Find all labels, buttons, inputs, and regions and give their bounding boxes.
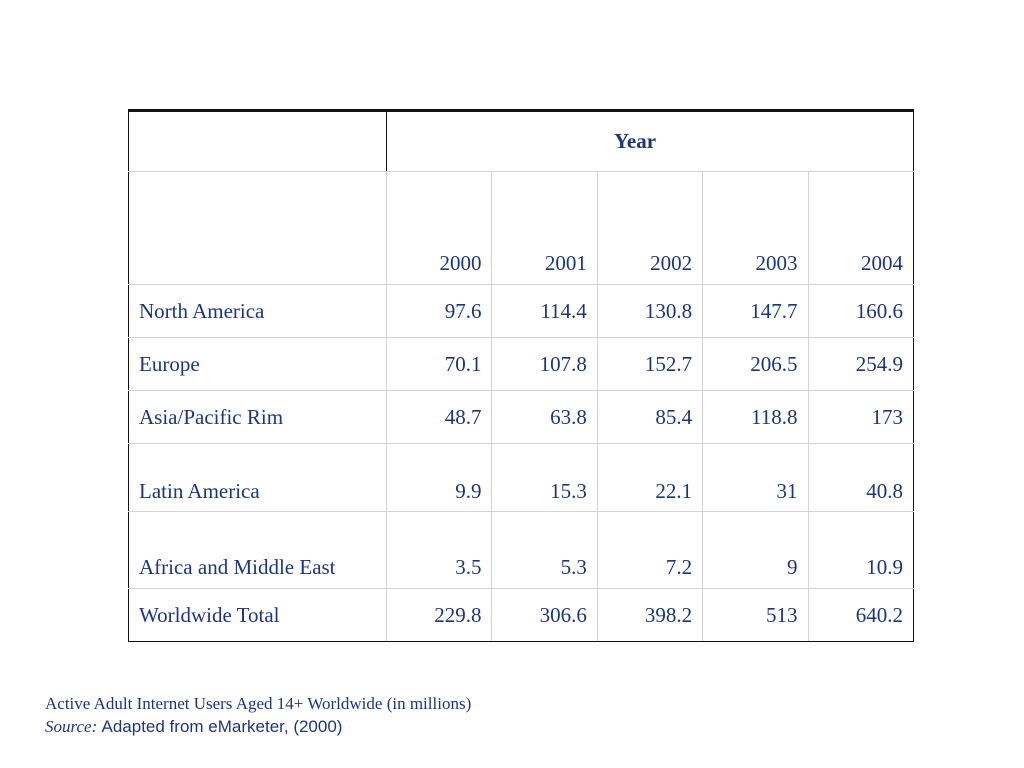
table-cell: 206.5 — [702, 337, 809, 391]
table-cell: 63.8 — [491, 390, 598, 444]
table-cell: 118.8 — [702, 390, 809, 444]
caption-source-line: Source: Adapted from eMarketer, (2000) — [45, 715, 471, 738]
table-cell: 9.9 — [386, 443, 493, 512]
table-row: Asia/Pacific Rim 48.7 63.8 85.4 118.8 17… — [127, 390, 915, 444]
row-label: Latin America — [127, 443, 388, 512]
header-row-columns: 2000 2001 2002 2003 2004 — [127, 171, 915, 285]
table-cell: 5.3 — [491, 511, 598, 589]
data-table-container: Year 2000 2001 2002 2003 2004 North Amer… — [127, 109, 915, 642]
table-row: Africa and Middle East 3.5 5.3 7.2 9 10.… — [127, 511, 915, 589]
table-row: Europe 70.1 107.8 152.7 206.5 254.9 — [127, 337, 915, 391]
column-header-2002: 2002 — [596, 171, 704, 285]
row-label: Europe — [127, 337, 388, 391]
header-corner-cell — [127, 109, 388, 172]
column-header-2004: 2004 — [807, 171, 915, 285]
source-label: Source: — [45, 717, 98, 736]
row-label: Asia/Pacific Rim — [127, 390, 388, 444]
table-cell: 160.6 — [807, 284, 915, 338]
internet-users-table: Year 2000 2001 2002 2003 2004 North Amer… — [127, 109, 915, 642]
column-header-2003: 2003 — [702, 171, 809, 285]
column-header-2001: 2001 — [491, 171, 598, 285]
table-row: Latin America 9.9 15.3 22.1 31 40.8 — [127, 443, 915, 512]
table-cell: 114.4 — [491, 284, 598, 338]
table-cell: 97.6 — [386, 284, 493, 338]
table-cell: 48.7 — [386, 390, 493, 444]
table-cell: 254.9 — [807, 337, 915, 391]
table-cell: 513 — [702, 588, 809, 642]
table-cell: 229.8 — [386, 588, 493, 642]
table-cell: 31 — [702, 443, 809, 512]
table-cell: 398.2 — [596, 588, 704, 642]
column-header-2000: 2000 — [386, 171, 493, 285]
table-cell: 22.1 — [596, 443, 704, 512]
header-year-label: Year — [386, 109, 914, 172]
row-label: North America — [127, 284, 388, 338]
table-cell: 9 — [702, 511, 809, 589]
header-corner-cell-2 — [127, 171, 388, 285]
table-row-total: Worldwide Total 229.8 306.6 398.2 513 64… — [127, 588, 915, 642]
table-cell: 130.8 — [596, 284, 704, 338]
table-cell: 10.9 — [807, 511, 915, 589]
table-cell: 147.7 — [702, 284, 809, 338]
table-cell: 15.3 — [491, 443, 598, 512]
table-caption: Active Adult Internet Users Aged 14+ Wor… — [45, 692, 471, 738]
table-cell: 306.6 — [491, 588, 598, 642]
table-cell: 152.7 — [596, 337, 704, 391]
header-row-year: Year — [127, 109, 914, 172]
table-cell: 70.1 — [386, 337, 493, 391]
table-cell: 3.5 — [386, 511, 493, 589]
table-cell: 40.8 — [807, 443, 915, 512]
table-cell: 640.2 — [807, 588, 915, 642]
table-cell: 7.2 — [596, 511, 704, 589]
table-cell: 85.4 — [596, 390, 704, 444]
source-text: Adapted from eMarketer, (2000) — [101, 717, 343, 736]
caption-title: Active Adult Internet Users Aged 14+ Wor… — [45, 694, 472, 713]
table-cell: 107.8 — [491, 337, 598, 391]
table-row: North America 97.6 114.4 130.8 147.7 160… — [127, 284, 915, 338]
row-label: Worldwide Total — [127, 588, 388, 642]
row-label: Africa and Middle East — [127, 511, 388, 589]
table-cell: 173 — [807, 390, 915, 444]
